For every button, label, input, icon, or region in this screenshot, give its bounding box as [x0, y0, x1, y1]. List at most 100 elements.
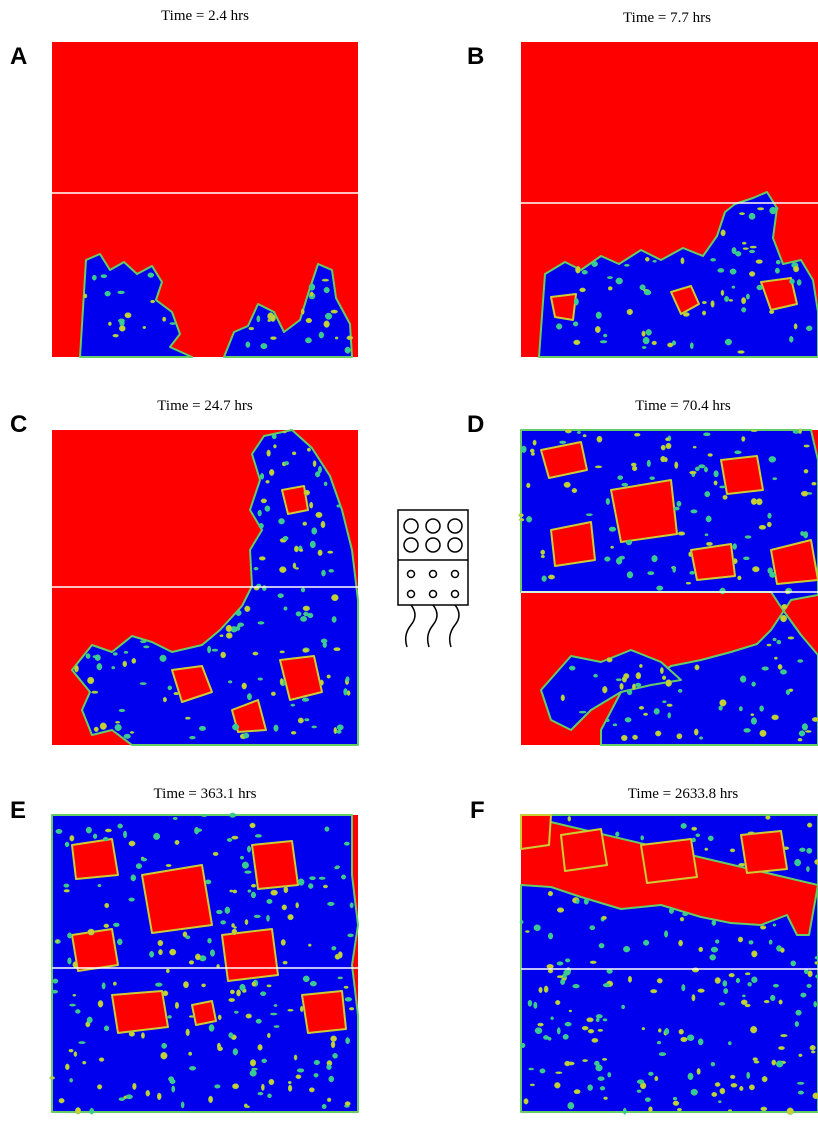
speckle	[118, 291, 125, 294]
speckle	[79, 1042, 86, 1044]
speckle	[541, 550, 545, 555]
speckle	[525, 930, 529, 932]
speckle	[751, 714, 754, 716]
speckle	[793, 266, 799, 272]
speckle	[168, 686, 172, 690]
speckle	[664, 931, 667, 938]
speckle	[748, 982, 752, 986]
speckle	[345, 347, 351, 353]
panel-letter: F	[470, 797, 485, 824]
speckle	[557, 908, 564, 913]
simulation-image	[52, 42, 358, 357]
speckle	[679, 1029, 684, 1034]
speckle	[261, 343, 267, 348]
speckle	[271, 692, 275, 696]
speckle	[715, 1082, 720, 1086]
speckle	[603, 983, 610, 987]
speckle	[687, 1035, 694, 1041]
speckle	[759, 525, 766, 529]
speckle	[619, 556, 625, 559]
speckle	[319, 877, 325, 880]
speckle	[667, 704, 673, 707]
speckle	[602, 1058, 607, 1060]
speckle	[721, 230, 726, 236]
speckle	[637, 1080, 644, 1084]
speckle	[229, 998, 235, 1001]
speckle	[691, 1089, 698, 1095]
speckle	[270, 337, 276, 340]
speckle	[112, 666, 115, 669]
speckle	[93, 834, 97, 839]
speckle	[331, 310, 338, 313]
speckle	[195, 829, 202, 832]
speckle	[666, 443, 671, 449]
speckle	[750, 1026, 757, 1033]
speckle	[648, 571, 654, 574]
speckle	[233, 1048, 238, 1055]
speckle	[524, 1098, 528, 1104]
speckle	[225, 907, 230, 914]
speckle	[324, 287, 330, 293]
speckle	[579, 711, 586, 713]
speckle	[789, 336, 793, 342]
speckle	[762, 1076, 767, 1082]
panel-letter: D	[467, 411, 484, 438]
speckle	[812, 482, 817, 485]
speckle	[623, 1108, 626, 1115]
speckle	[773, 638, 777, 641]
speckle	[643, 713, 647, 716]
speckle	[313, 460, 316, 466]
speckle	[678, 532, 685, 536]
speckle	[115, 721, 119, 723]
speckle	[751, 430, 758, 432]
speckle	[606, 498, 610, 504]
speckle	[294, 546, 298, 552]
speckle	[283, 536, 288, 540]
speckle	[531, 452, 535, 456]
speckle	[280, 678, 283, 685]
speckle	[153, 833, 159, 839]
speckle	[257, 316, 260, 322]
speckle	[334, 647, 341, 650]
speckle	[639, 664, 642, 667]
speckle	[677, 501, 681, 506]
speckle	[797, 1082, 804, 1084]
speckle	[73, 962, 78, 968]
speckle	[636, 672, 641, 679]
speckle	[99, 1058, 104, 1062]
speckle	[86, 827, 92, 833]
speckle	[282, 905, 287, 910]
speckle	[637, 1090, 641, 1093]
speckle	[724, 296, 728, 301]
speckle	[622, 676, 627, 682]
speckle	[97, 1084, 102, 1089]
speckle	[773, 478, 777, 480]
speckle	[329, 1076, 334, 1082]
speckle	[641, 836, 644, 840]
speckle	[93, 656, 97, 658]
speckle	[319, 332, 324, 338]
speckle	[309, 502, 313, 508]
speckle	[741, 297, 746, 304]
speckle	[706, 542, 712, 546]
speckle	[710, 955, 716, 961]
speckle	[705, 534, 708, 536]
speckle	[274, 1004, 277, 1006]
speckle	[599, 943, 604, 948]
speckle	[694, 729, 698, 736]
speckle	[113, 982, 116, 986]
speckle	[312, 528, 317, 535]
speckle	[172, 1086, 175, 1092]
speckle	[768, 568, 773, 574]
speckle	[696, 834, 700, 837]
speckle	[688, 1073, 693, 1080]
speckle	[232, 1084, 238, 1089]
speckle	[314, 1060, 320, 1065]
speckle	[642, 346, 646, 348]
speckle	[292, 452, 296, 455]
speckle	[574, 298, 578, 305]
speckle	[801, 531, 804, 535]
speckle	[245, 871, 252, 874]
speckle	[565, 429, 571, 433]
speckle	[230, 990, 234, 994]
